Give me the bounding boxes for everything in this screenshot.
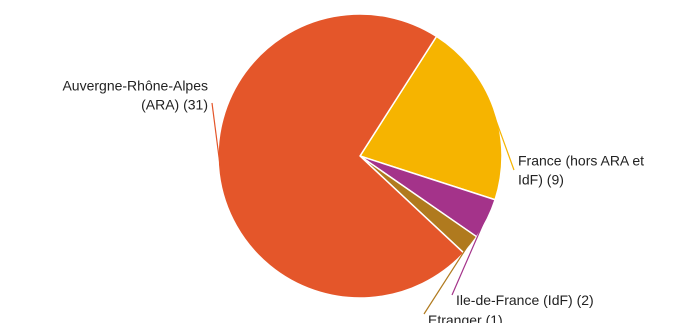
leader-line-ile-de-france [451,217,487,296]
slice-label-france-hors-ara-idf-line-1: France (hors ARA et [518,153,644,169]
leader-line-auvergne-rhone-alpes [211,102,222,174]
leader-line-france-hors-ara-idf [491,108,515,171]
slice-labels: France (hors ARA et IdF) (9) Ile-de-France… [62,78,644,323]
slice-label-france-hors-ara-idf-line-2: IdF) (9) [518,172,564,188]
pie-slices [217,13,503,299]
slice-label-etranger-line-1: Etranger (1) [428,312,503,323]
slice-label-auvergne-rhone-alpes-line-1: Auvergne-Rhône-Alpes [62,78,208,94]
slice-label-auvergne-rhone-alpes-line-2: (ARA) (31) [141,97,208,113]
pie-slice-france-hors-ara-idf [359,35,503,201]
leader-lines [211,102,515,315]
pie-slice-auvergne-rhone-alpes [217,13,465,299]
leader-line-etranger [423,243,470,315]
slice-label-ile-de-france-line-1: Ile-de-France (IdF) (2) [456,292,594,308]
